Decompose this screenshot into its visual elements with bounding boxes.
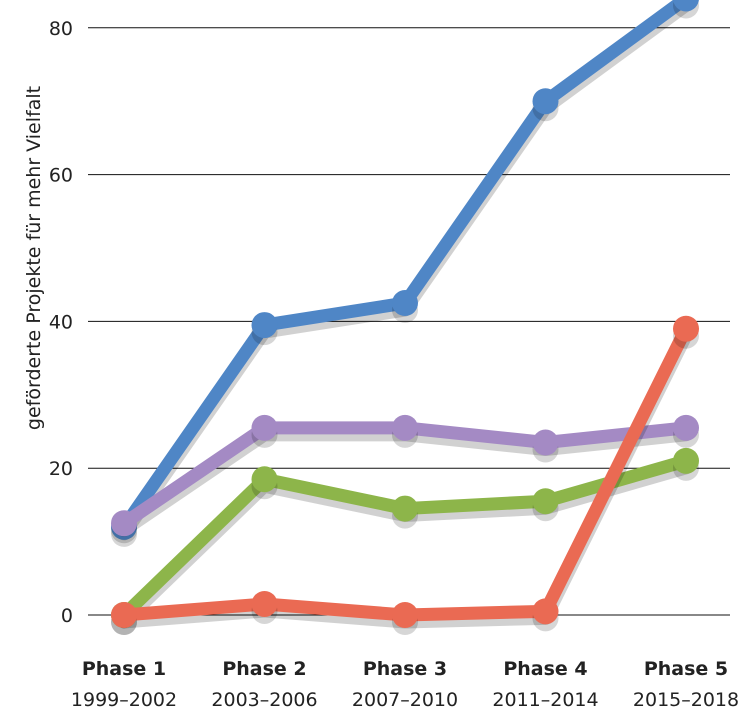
data-point xyxy=(673,414,699,441)
x-category-labels: Phase 1 1999–2002 Phase 2 2003–2006 Phase 3 2… xyxy=(71,658,739,711)
data-point xyxy=(392,602,418,628)
data-point xyxy=(532,88,559,115)
data-point xyxy=(251,414,278,441)
x-category-name: Phase 5 xyxy=(644,658,728,680)
x-category-name: Phase 1 xyxy=(82,658,166,680)
series-lines xyxy=(111,0,699,635)
data-point xyxy=(251,466,278,493)
data-point xyxy=(392,414,418,441)
x-category-name: Phase 4 xyxy=(503,658,587,680)
x-category-period: 1999–2002 xyxy=(71,689,177,711)
series-group xyxy=(111,0,699,547)
y-tick-label: 80 xyxy=(49,18,73,40)
data-point xyxy=(673,315,699,342)
data-point xyxy=(532,429,559,456)
series-line-shadow xyxy=(117,0,693,541)
y-tick-label: 60 xyxy=(49,165,73,187)
x-category-name: Phase 3 xyxy=(363,658,447,680)
x-category-period: 2003–2006 xyxy=(211,689,317,711)
data-point xyxy=(251,312,278,339)
data-point xyxy=(251,590,278,617)
data-point xyxy=(532,598,559,625)
series-group xyxy=(111,414,699,544)
x-category-period: 2011–2014 xyxy=(492,689,598,711)
data-point xyxy=(392,290,418,317)
y-tick-label: 40 xyxy=(49,311,73,333)
x-category-period: 2015–2018 xyxy=(633,689,739,711)
y-tick-label: 0 xyxy=(61,605,73,627)
data-point xyxy=(392,495,418,522)
data-point xyxy=(673,447,699,474)
y-tick-label: 20 xyxy=(49,458,73,480)
series-group xyxy=(111,315,699,635)
data-point xyxy=(111,510,137,537)
data-point xyxy=(673,0,699,12)
data-point xyxy=(532,488,559,515)
data-point xyxy=(111,602,137,628)
x-category-period: 2007–2010 xyxy=(352,689,458,711)
y-axis-title: geförderte Projekte für mehr Vielfalt xyxy=(23,86,45,430)
x-category-name: Phase 2 xyxy=(222,658,306,680)
y-tick-labels: 0 20 40 60 80 xyxy=(49,18,73,627)
